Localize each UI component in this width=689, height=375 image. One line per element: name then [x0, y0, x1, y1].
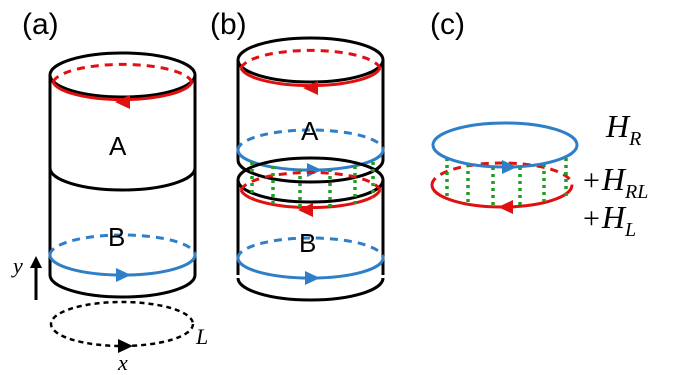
panel-b-region-a-label: A: [301, 116, 319, 146]
x-axis-label: x: [117, 350, 128, 375]
y-axis-label: y: [11, 253, 23, 278]
h-rl-symbol: H: [601, 161, 627, 197]
h-r-subscript: R: [628, 128, 641, 150]
svg-text:+HRL: +HRL: [583, 161, 648, 203]
panel-a-cylinder: [48, 51, 197, 299]
panel-c-coupled-edges: [430, 121, 579, 214]
svg-text:+HL: +HL: [583, 199, 636, 241]
panel-b-cylinders: [236, 36, 385, 302]
hamiltonian-expression: HR +HRL +HL: [583, 108, 648, 241]
panel-label-a: (a): [22, 8, 59, 41]
h-rl-subscript: RL: [624, 181, 648, 203]
panel-label-b: (b): [210, 8, 247, 41]
h-l-symbol: H: [601, 199, 627, 235]
h-r-symbol: H: [605, 108, 631, 144]
panel-a-region-a-label: A: [109, 131, 127, 161]
svg-text:HR: HR: [605, 108, 641, 150]
panel-label-c: (c): [430, 8, 465, 41]
h-l-subscript: L: [624, 219, 636, 241]
panel-b-region-b-label: B: [299, 228, 316, 258]
loop-label: L: [195, 324, 208, 349]
h-l-plus: +: [583, 202, 600, 235]
h-rl-plus: +: [583, 164, 600, 197]
coordinate-axes: [30, 256, 195, 353]
panel-a-region-b-label: B: [108, 222, 125, 252]
